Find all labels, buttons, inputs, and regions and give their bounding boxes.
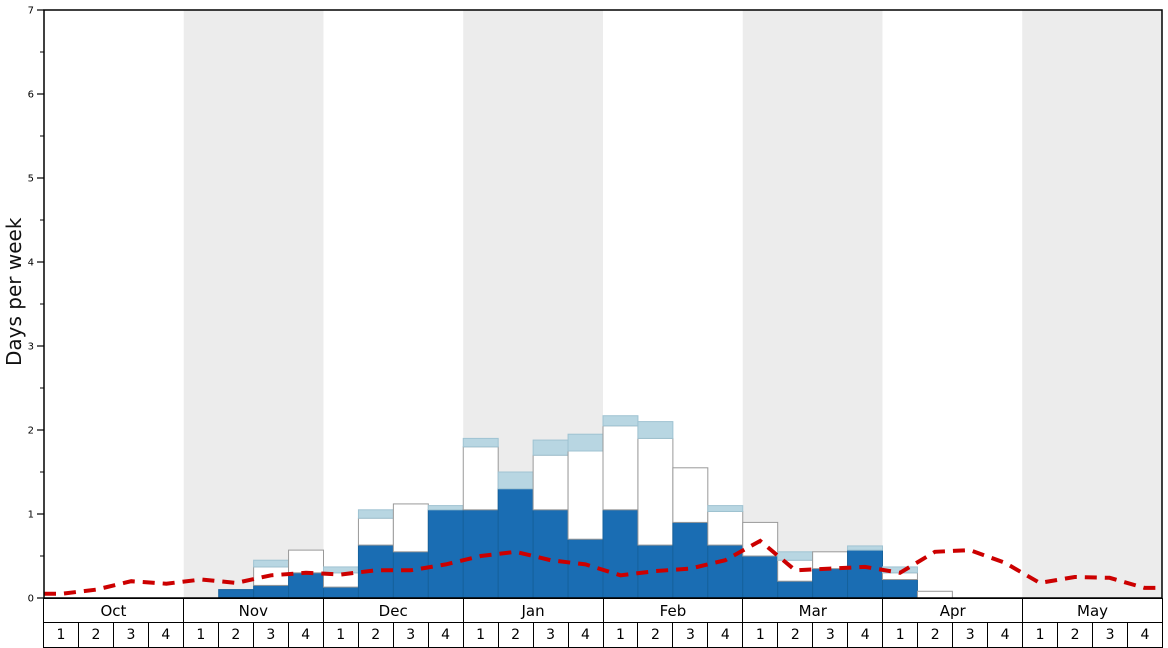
week-number-cell: 1 bbox=[742, 623, 778, 648]
week-number-cell: 1 bbox=[43, 623, 78, 648]
bar-segment-dark-blue-bars bbox=[672, 521, 709, 599]
bar-segment-light-blue-bars bbox=[602, 415, 639, 427]
bar-segment-light-blue-bars bbox=[462, 437, 499, 448]
week-number-cell: 3 bbox=[672, 623, 708, 648]
week-number-cell: 4 bbox=[427, 623, 463, 648]
week-number-cell: 2 bbox=[777, 623, 813, 648]
bar-segment-light-blue-bars bbox=[253, 559, 290, 568]
bar-segment-dark-blue-bars bbox=[218, 589, 255, 599]
week-number-cell: 3 bbox=[532, 623, 568, 648]
week-number-cell: 3 bbox=[812, 623, 848, 648]
bar-segment-light-blue-bars bbox=[707, 505, 744, 512]
week-number-cell: 3 bbox=[1092, 623, 1128, 648]
dashed-trend-line bbox=[44, 538, 1162, 596]
month-shade-band bbox=[742, 10, 883, 598]
week-number-cell: 1 bbox=[1022, 623, 1058, 648]
bar-segment-dark-blue-bars bbox=[392, 551, 429, 599]
y-tick-label: 6 bbox=[28, 90, 34, 101]
week-number-cell: 2 bbox=[77, 623, 113, 648]
week-number-cell: 3 bbox=[952, 623, 988, 648]
y-tick-label: 2 bbox=[28, 426, 34, 437]
week-number-cell: 2 bbox=[1057, 623, 1093, 648]
week-number-cell: 4 bbox=[1127, 623, 1162, 648]
week-number-cell: 2 bbox=[497, 623, 533, 648]
week-number-cell: 2 bbox=[637, 623, 673, 648]
week-number-cell: 1 bbox=[182, 623, 218, 648]
week-number-cell: 1 bbox=[602, 623, 638, 648]
bar-segment-dark-blue-bars bbox=[253, 584, 290, 599]
y-tick-label: 3 bbox=[28, 342, 34, 353]
week-number-cell: 2 bbox=[357, 623, 393, 648]
month-label-oct: Oct bbox=[43, 598, 183, 623]
week-number-cell: 4 bbox=[707, 623, 743, 648]
week-number-cell: 3 bbox=[112, 623, 148, 648]
month-label-may: May bbox=[1022, 598, 1162, 623]
month-label-feb: Feb bbox=[602, 598, 743, 623]
bar-segment-dark-blue-bars bbox=[602, 509, 639, 599]
bar-segment-light-blue-bars bbox=[497, 471, 534, 490]
month-shade-band bbox=[1022, 10, 1162, 598]
bar-segment-light-blue-bars bbox=[847, 545, 883, 551]
month-label-dec: Dec bbox=[322, 598, 463, 623]
bar-segment-white-bars bbox=[672, 467, 709, 523]
bar-segment-white-bars bbox=[288, 549, 324, 574]
week-number-cell: 1 bbox=[462, 623, 498, 648]
bar-segment-dark-blue-bars bbox=[427, 509, 464, 599]
bar-segment-white-bars bbox=[637, 437, 674, 546]
week-number-cell: 2 bbox=[217, 623, 253, 648]
bar-segment-light-blue-bars bbox=[532, 439, 569, 456]
week-number-cell: 4 bbox=[287, 623, 323, 648]
month-axis-row: Oct Nov Dec Jan Feb Mar Apr May bbox=[43, 598, 1163, 623]
bar-segment-light-blue-bars bbox=[637, 421, 674, 439]
bar-segment-white-bars bbox=[392, 503, 429, 553]
bar-segment-dark-blue-bars bbox=[497, 488, 534, 599]
week-number-cell: 4 bbox=[847, 623, 883, 648]
bar-segment-dark-blue-bars bbox=[777, 580, 814, 599]
bar-segment-white-bars bbox=[462, 446, 499, 511]
bar-segment-white-bars bbox=[532, 454, 569, 511]
month-label-apr: Apr bbox=[882, 598, 1023, 623]
y-tick-label: 0 bbox=[28, 594, 34, 605]
bar-segment-light-blue-bars bbox=[567, 433, 604, 452]
bar-segment-light-blue-bars bbox=[357, 509, 394, 519]
y-tick-label: 5 bbox=[28, 174, 34, 185]
week-number-cell: 1 bbox=[882, 623, 918, 648]
month-label-nov: Nov bbox=[182, 598, 323, 623]
week-number-cell: 1 bbox=[322, 623, 358, 648]
month-label-jan: Jan bbox=[462, 598, 603, 623]
week-number-cell: 2 bbox=[917, 623, 953, 648]
week-number-cell: 4 bbox=[147, 623, 183, 648]
week-number-cell: 4 bbox=[567, 623, 603, 648]
bar-segment-dark-blue-bars bbox=[812, 568, 849, 599]
bar-segment-light-blue-bars bbox=[427, 505, 464, 511]
bar-segment-dark-blue-bars bbox=[462, 509, 499, 599]
bar-segment-dark-blue-bars bbox=[532, 509, 569, 599]
month-label-mar: Mar bbox=[742, 598, 883, 623]
bar-segment-dark-blue-bars bbox=[847, 549, 883, 599]
month-shade-band bbox=[183, 10, 324, 598]
week-number-cell: 4 bbox=[987, 623, 1023, 648]
bar-segment-white-bars bbox=[567, 450, 604, 540]
bar-segment-dark-blue-bars bbox=[567, 538, 604, 599]
y-tick-label: 7 bbox=[28, 6, 34, 17]
bar-segment-white-bars bbox=[707, 510, 744, 546]
bar-segment-dark-blue-bars bbox=[323, 586, 359, 599]
bar-segment-dark-blue-bars bbox=[742, 555, 779, 599]
bar-segment-dark-blue-bars bbox=[288, 572, 324, 599]
bar-segment-white-bars bbox=[357, 517, 394, 546]
y-tick-label: 4 bbox=[28, 258, 34, 269]
week-number-cell: 3 bbox=[392, 623, 428, 648]
y-tick-label: 1 bbox=[28, 510, 34, 521]
bar-segment-white-bars bbox=[602, 425, 639, 511]
bar-segment-dark-blue-bars bbox=[882, 579, 918, 599]
bar-segment-white-bars bbox=[916, 590, 953, 599]
bar-segment-light-blue-bars bbox=[777, 551, 814, 561]
week-number-cell: 3 bbox=[252, 623, 288, 648]
